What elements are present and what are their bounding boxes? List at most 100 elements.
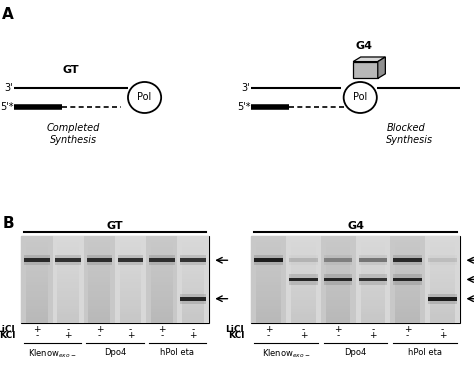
Polygon shape [119, 291, 141, 294]
Polygon shape [57, 311, 79, 314]
Polygon shape [89, 317, 110, 320]
Polygon shape [182, 300, 204, 303]
Polygon shape [182, 314, 204, 317]
Polygon shape [256, 317, 281, 320]
Polygon shape [57, 300, 79, 303]
Polygon shape [146, 236, 177, 323]
Polygon shape [393, 255, 422, 265]
Polygon shape [57, 320, 79, 323]
Polygon shape [119, 288, 141, 291]
Polygon shape [291, 288, 316, 291]
Polygon shape [291, 309, 316, 311]
Polygon shape [430, 288, 455, 291]
Polygon shape [89, 297, 110, 300]
Polygon shape [21, 236, 53, 323]
Polygon shape [182, 306, 204, 309]
Text: G4: G4 [347, 221, 364, 231]
Polygon shape [182, 317, 204, 320]
Polygon shape [26, 311, 48, 314]
Text: Dpo4: Dpo4 [345, 348, 366, 356]
Polygon shape [361, 294, 385, 297]
Polygon shape [361, 291, 385, 294]
Polygon shape [26, 294, 48, 297]
Polygon shape [180, 255, 206, 265]
Polygon shape [256, 311, 281, 314]
Text: Pol: Pol [353, 92, 367, 102]
Polygon shape [324, 258, 352, 262]
Circle shape [128, 82, 161, 113]
Polygon shape [359, 255, 387, 265]
Polygon shape [151, 291, 173, 294]
Text: +: + [369, 332, 377, 340]
Polygon shape [395, 309, 420, 311]
Polygon shape [430, 300, 455, 303]
Polygon shape [119, 317, 141, 320]
Polygon shape [430, 314, 455, 317]
Polygon shape [57, 297, 79, 300]
Polygon shape [356, 236, 390, 323]
Polygon shape [326, 311, 350, 314]
Polygon shape [151, 303, 173, 306]
Text: -: - [191, 325, 195, 334]
Polygon shape [256, 306, 281, 309]
Polygon shape [289, 274, 318, 285]
Text: 5'*: 5'* [237, 102, 250, 112]
Polygon shape [359, 258, 387, 262]
Text: -: - [35, 332, 38, 340]
Polygon shape [326, 306, 350, 309]
Text: LiCl: LiCl [0, 325, 15, 334]
Polygon shape [149, 255, 174, 265]
Polygon shape [393, 278, 422, 281]
Polygon shape [89, 311, 110, 314]
Polygon shape [57, 314, 79, 317]
Text: 3': 3' [5, 83, 13, 93]
Polygon shape [182, 288, 204, 291]
Polygon shape [390, 236, 425, 323]
Polygon shape [182, 294, 204, 297]
Polygon shape [26, 309, 48, 311]
Polygon shape [324, 274, 352, 285]
Polygon shape [291, 317, 316, 320]
Text: GT: GT [63, 65, 80, 75]
Polygon shape [286, 236, 321, 323]
Polygon shape [326, 288, 350, 291]
Polygon shape [119, 311, 141, 314]
Polygon shape [361, 320, 385, 323]
Polygon shape [251, 236, 286, 323]
Polygon shape [55, 255, 81, 265]
Polygon shape [326, 317, 350, 320]
Polygon shape [256, 291, 281, 294]
Polygon shape [180, 293, 206, 304]
Polygon shape [119, 314, 141, 317]
Polygon shape [430, 303, 455, 306]
Polygon shape [182, 320, 204, 323]
Text: Klenow$_{exo-}$: Klenow$_{exo-}$ [262, 348, 310, 360]
Polygon shape [151, 288, 173, 291]
Polygon shape [119, 294, 141, 297]
Polygon shape [361, 300, 385, 303]
Text: G4: G4 [356, 41, 373, 51]
Polygon shape [291, 291, 316, 294]
Polygon shape [26, 320, 48, 323]
Polygon shape [321, 236, 356, 323]
Polygon shape [57, 291, 79, 294]
Polygon shape [359, 278, 387, 281]
Polygon shape [256, 303, 281, 306]
Polygon shape [256, 297, 281, 300]
Polygon shape [119, 300, 141, 303]
Polygon shape [26, 291, 48, 294]
Text: -: - [267, 332, 270, 340]
Polygon shape [430, 297, 455, 300]
Polygon shape [425, 236, 460, 323]
Polygon shape [291, 311, 316, 314]
Text: -: - [337, 332, 340, 340]
Polygon shape [430, 306, 455, 309]
Polygon shape [87, 255, 112, 265]
Polygon shape [395, 306, 420, 309]
Text: 5'*: 5'* [0, 102, 13, 112]
Polygon shape [182, 309, 204, 311]
Polygon shape [326, 309, 350, 311]
Polygon shape [24, 255, 50, 265]
Polygon shape [151, 314, 173, 317]
Text: +: + [300, 332, 307, 340]
